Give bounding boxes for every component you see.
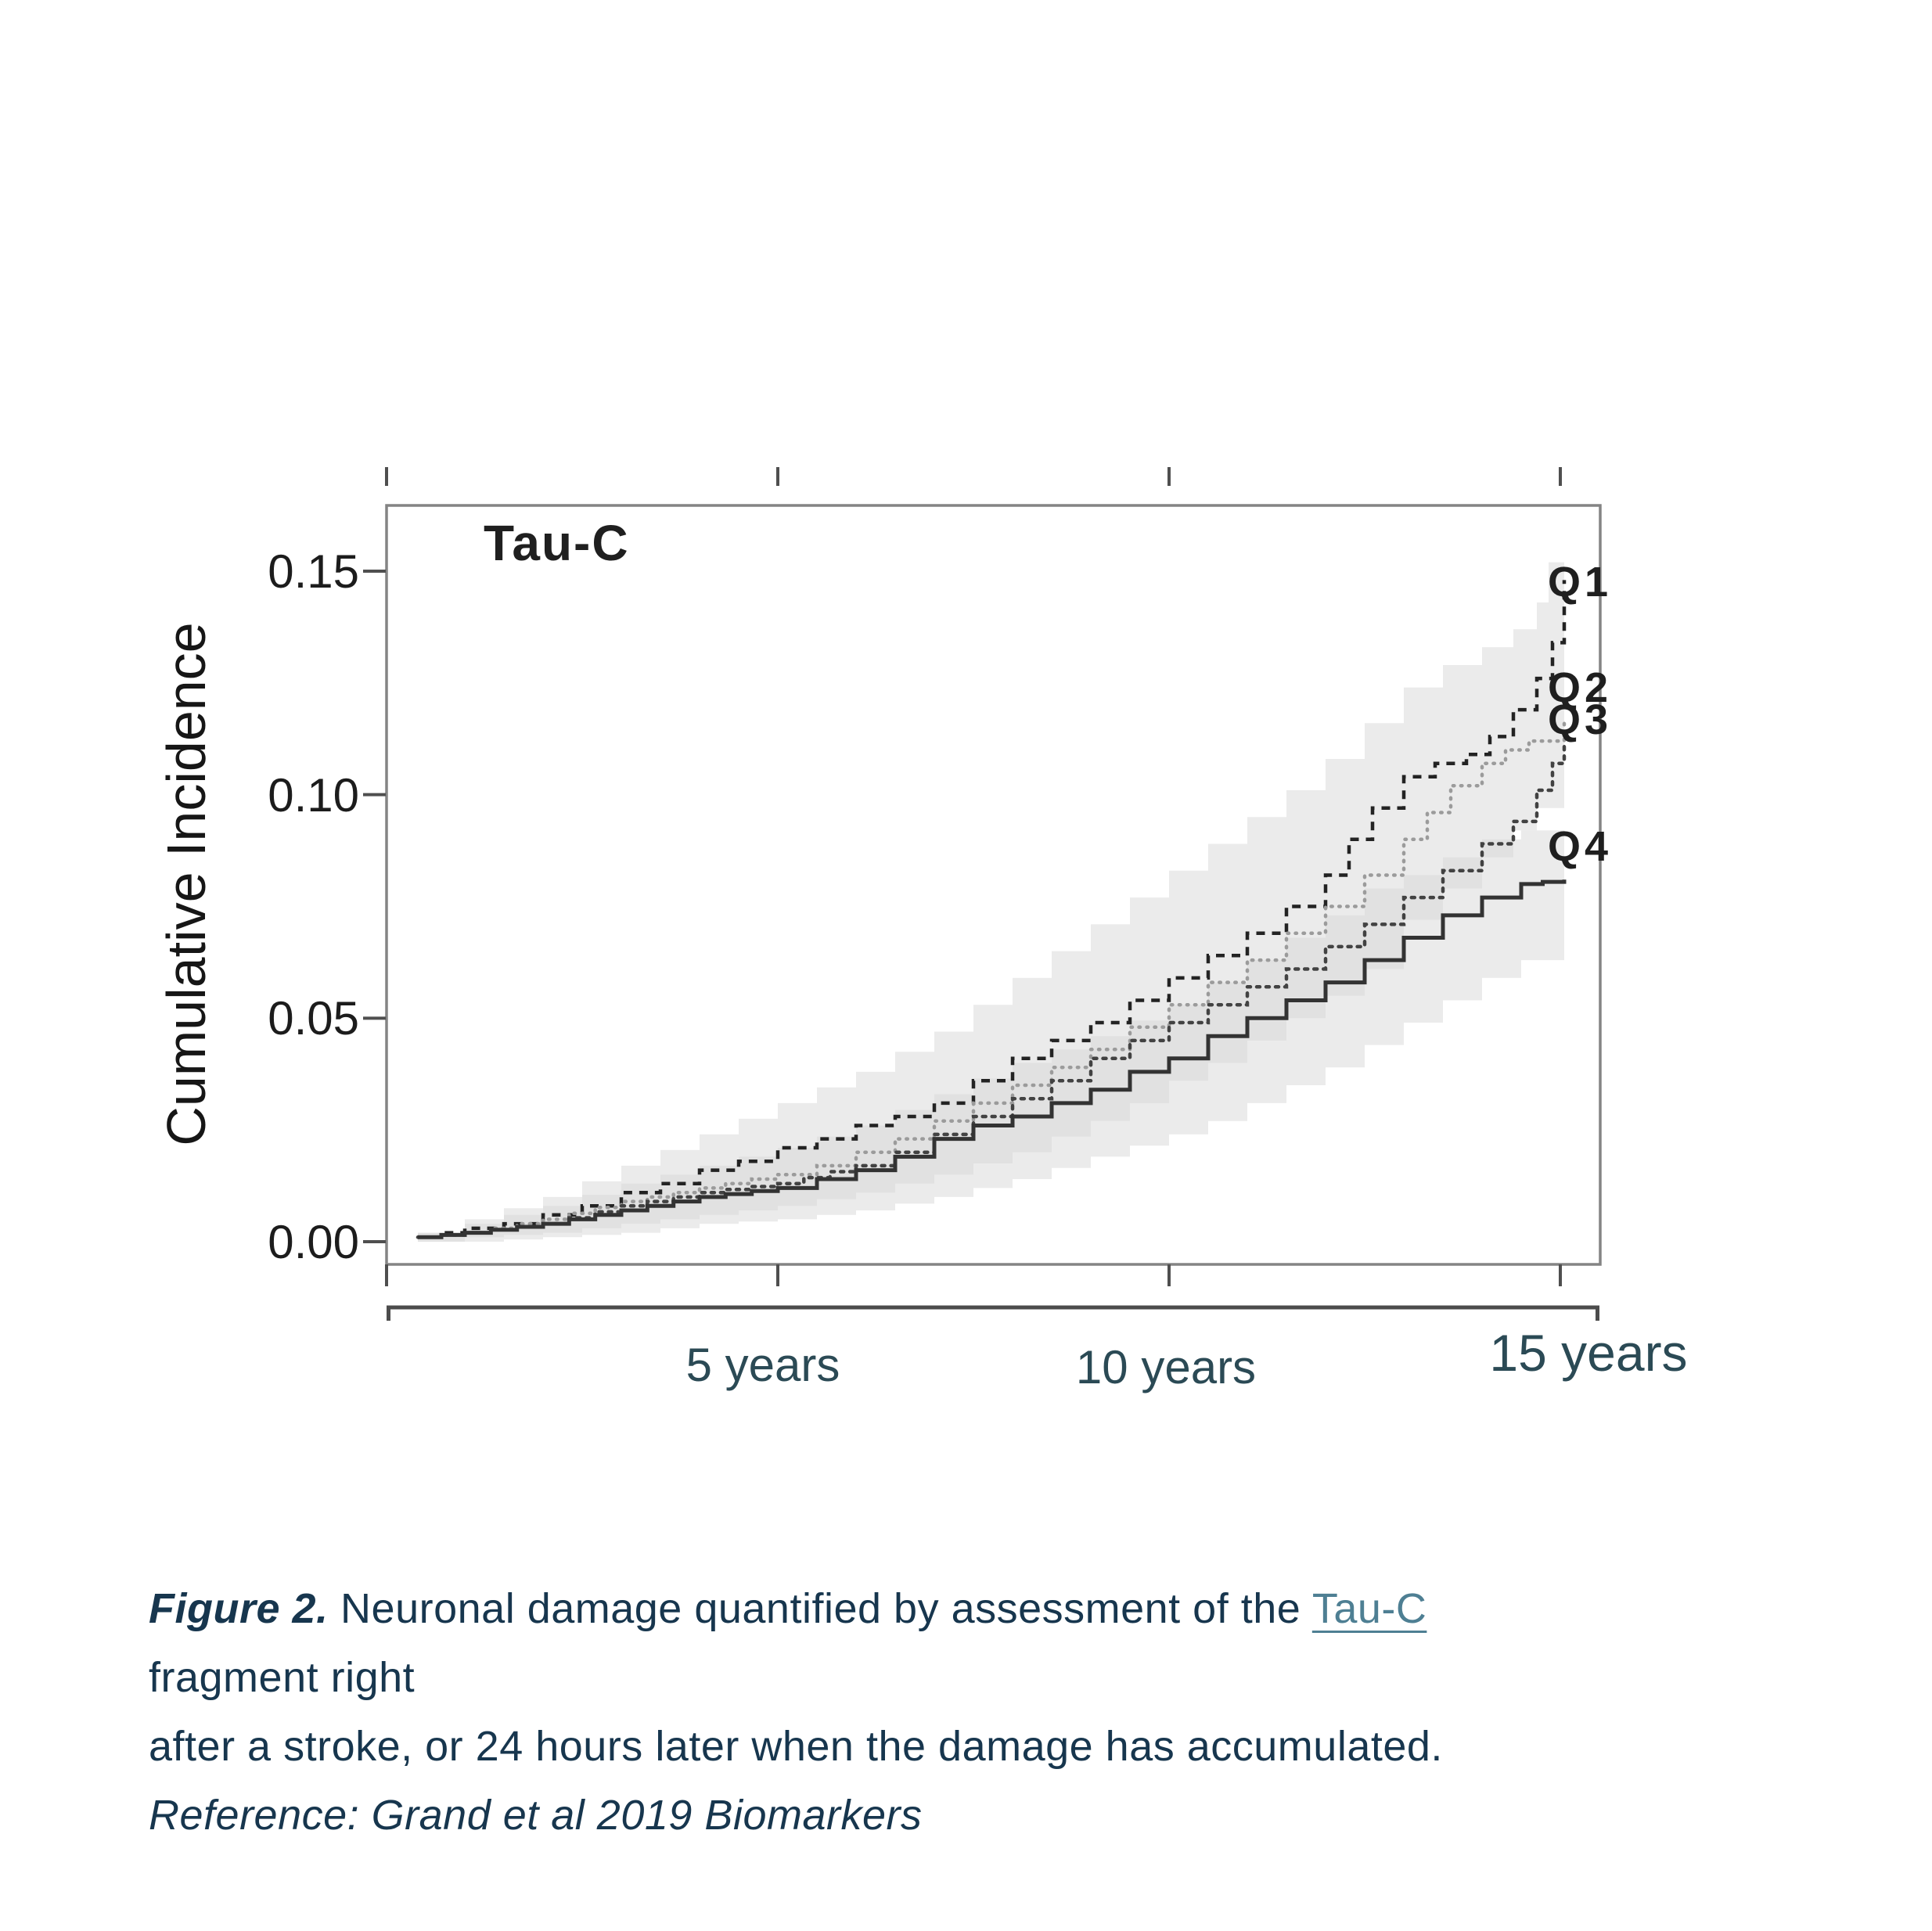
survival-curves <box>416 580 1567 1239</box>
y-tick-label-015: 0.15 <box>268 545 359 598</box>
axis-ticks <box>363 467 1562 1286</box>
series-label-q4: Q4 <box>1548 823 1612 870</box>
series-label-q1: Q1 <box>1548 559 1612 606</box>
series-label-q2: Q2 <box>1548 664 1612 711</box>
series-label-q3: Q3 <box>1548 696 1612 743</box>
y-tick-label-000: 0.00 <box>268 1216 359 1268</box>
series-line-q2 <box>416 721 1567 1239</box>
x-axis-line <box>387 1305 1599 1321</box>
figure-caption: Figure 2. Neuronal damage quantified by … <box>149 1574 1557 1850</box>
y-tick-label-005: 0.05 <box>268 992 359 1045</box>
tau-c-chart: Tau-C 0.15 0.10 0.05 0.00 Cumulative Inc… <box>156 467 1688 1393</box>
tau-c-link[interactable]: Tau-C <box>1311 1585 1427 1632</box>
confidence-bands <box>418 505 1564 1242</box>
caption-reference: Reference: Grand et al 2019 Biomarkers <box>149 1792 923 1839</box>
ci-band-2 <box>418 825 1564 1242</box>
x-tick-label-5y: 5 years <box>686 1339 840 1391</box>
series-line-q1 <box>418 580 1567 1239</box>
x-tick-label-15y: 15 years <box>1489 1324 1687 1382</box>
caption-body-1: Neuronal damage quantified by assessment… <box>328 1585 1312 1632</box>
series-line-q4 <box>418 879 1567 1239</box>
plot-frame <box>385 504 1602 1266</box>
caption-body-1-end: fragment right <box>149 1654 416 1701</box>
caption-line-2: after a stroke, or 24 hours later when t… <box>149 1723 1443 1770</box>
y-axis-title: Cumulative Incidence <box>156 622 217 1145</box>
figure-label: Figure 2. <box>149 1585 329 1632</box>
plot-title: Tau-C <box>484 515 630 571</box>
caption-line-1: Figure 2. Neuronal damage quantified by … <box>149 1574 1557 1712</box>
x-tick-label-10y: 10 years <box>1076 1341 1256 1393</box>
y-tick-label-010: 0.10 <box>268 769 359 822</box>
